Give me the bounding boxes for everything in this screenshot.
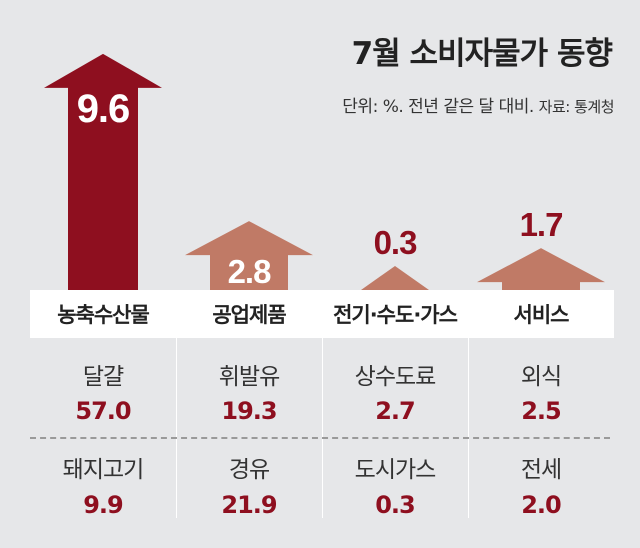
item-value: 9.9 [83, 491, 124, 519]
item-name: 경유 [228, 457, 270, 483]
item-name: 전세 [520, 457, 562, 483]
item-value: 2.5 [521, 397, 562, 425]
bar-arrow [361, 266, 429, 290]
item-name: 상수도료 [354, 364, 437, 390]
item-value: 2.7 [375, 397, 416, 425]
item-value: 0.3 [375, 491, 416, 519]
item-value: 21.9 [221, 491, 277, 519]
column-separator [176, 338, 177, 518]
column-separator [468, 338, 469, 518]
column-separator [322, 338, 323, 518]
item-name: 외식 [520, 364, 562, 390]
item-name: 돼지고기 [62, 457, 145, 483]
category-label: 서비스 [468, 290, 614, 338]
value-label: 9.6 [77, 87, 130, 131]
bar-arrow [185, 221, 313, 290]
chart-title: 7월 소비자물가 동향 [351, 36, 613, 72]
category-label: 전기·수도·가스 [322, 290, 468, 338]
dashed-divider [30, 437, 610, 439]
value-label: 2.8 [228, 253, 272, 290]
value-label: 0.3 [374, 224, 418, 261]
unit-note: 단위: %. 전년 같은 달 대비. [342, 97, 534, 117]
item-value: 57.0 [75, 397, 131, 425]
value-label: 1.7 [520, 206, 563, 243]
item-name: 휘발유 [218, 364, 280, 390]
bar-arrow [44, 53, 162, 291]
source-note: 자료: 통계청 [538, 98, 615, 116]
item-value: 19.3 [221, 397, 277, 425]
bar-arrow [477, 248, 605, 290]
item-value: 2.0 [521, 491, 562, 519]
category-label: 공업제품 [176, 290, 322, 338]
item-name: 도시가스 [354, 457, 437, 483]
category-label: 농축수산물 [30, 290, 176, 338]
item-name: 달걀 [82, 364, 124, 390]
chart-subtitle: 단위: %. 전년 같은 달 대비. 자료: 통계청 [342, 92, 614, 117]
